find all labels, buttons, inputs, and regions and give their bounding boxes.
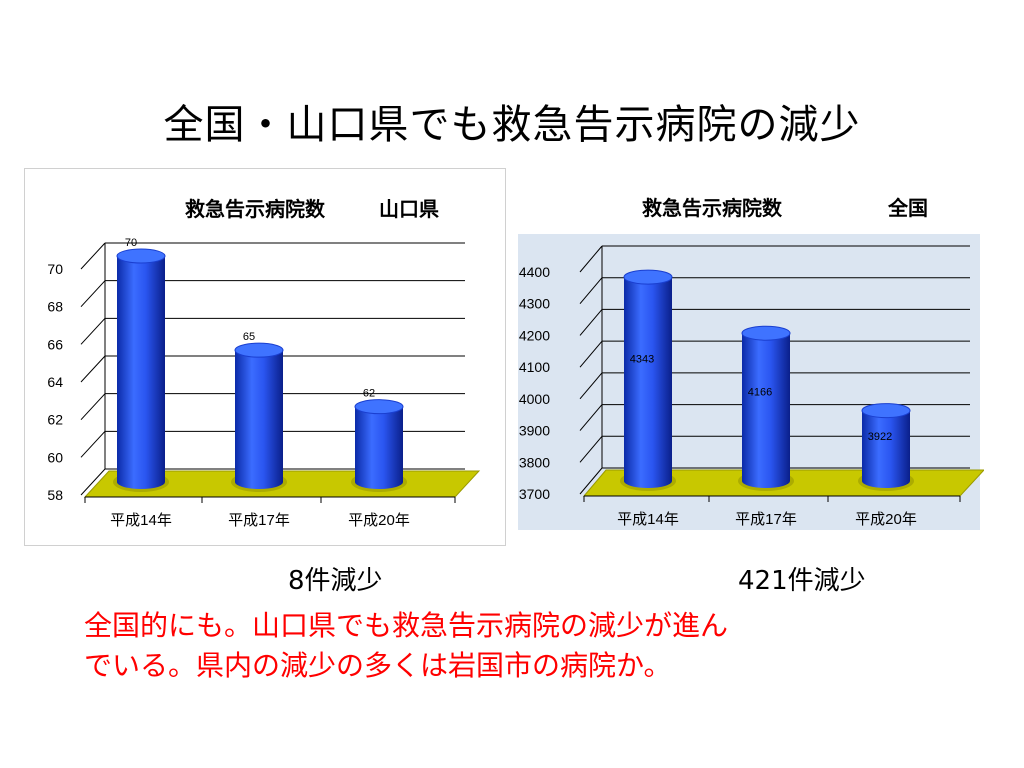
y-tick-label: 4100 — [519, 359, 550, 375]
caption-left: 8件減少 — [288, 566, 383, 596]
bar-top — [116, 248, 166, 264]
y-tick-label: 3900 — [519, 423, 550, 439]
bar — [235, 350, 283, 489]
y-tick-label: 4200 — [519, 327, 550, 343]
bar-top — [234, 342, 284, 358]
gridline-side — [579, 309, 603, 336]
gridline-side — [80, 468, 106, 496]
gridline-side — [579, 245, 603, 273]
chart-yamaguchi: 救急告示病院数 山口県 58 60 62 64 66 68 70 70 平成14年 65 平成17年 62… — [24, 168, 506, 546]
chart-title: 救急告示病院数 — [642, 196, 783, 220]
y-tick-label: 58 — [47, 487, 63, 503]
chart-subtitle: 山口県 — [379, 198, 439, 221]
bar — [117, 256, 165, 489]
chart-yamaguchi-svg: 救急告示病院数 山口県 58 60 62 64 66 68 70 70 平成14年 65 平成17年 62… — [47, 197, 481, 529]
chart-subtitle: 全国 — [887, 196, 928, 220]
y-tick-label: 3800 — [519, 454, 550, 470]
x-tick-label: 平成17年 — [735, 511, 797, 528]
y-tick-label: 66 — [47, 336, 63, 352]
gridline-side — [579, 467, 603, 495]
bar — [355, 406, 403, 489]
bar-top — [623, 269, 673, 285]
gridline-side — [80, 430, 106, 458]
bar — [624, 277, 672, 488]
gridline-side — [579, 435, 603, 463]
bar-top — [861, 403, 911, 419]
caption-right: 421件減少 — [738, 566, 866, 596]
gridline-side — [579, 372, 603, 400]
data-label: 4166 — [748, 386, 772, 398]
gridline-side — [80, 280, 106, 308]
data-label: 65 — [243, 331, 255, 343]
y-tick-label: 4300 — [519, 296, 550, 312]
data-label: 3922 — [868, 431, 892, 443]
y-tick-label: 64 — [47, 374, 63, 390]
slide-title: 全国・山口県でも救急告示病院の減少 — [163, 102, 861, 148]
data-label: 62 — [363, 388, 375, 400]
data-label: 70 — [125, 237, 137, 249]
summary-note-line2: でいる。県内の減少の多くは岩国市の病院か。 — [84, 649, 672, 682]
summary-note-line1: 全国的にも。山口県でも救急告示病院の減少が進ん — [84, 609, 729, 642]
gridline-side — [80, 242, 106, 270]
gridline-side — [80, 317, 106, 345]
bar — [862, 410, 910, 488]
gridline-side — [80, 393, 106, 421]
gridline-side — [579, 277, 603, 305]
y-tick-label: 4400 — [519, 264, 550, 280]
gridline-side — [80, 355, 106, 383]
y-tick-label: 3700 — [519, 486, 550, 502]
bar-top — [741, 325, 791, 341]
y-tick-label: 62 — [47, 412, 63, 428]
x-tick-label: 平成14年 — [617, 511, 679, 528]
bar — [742, 333, 790, 488]
chart-national: 救急告示病院数 全国 3700 3800 3900 4000 4100 4200 4300 440… — [514, 168, 986, 544]
summary-note: 全国的にも。山口県でも救急告示病院の減少が進ん でいる。県内の減少の多くは岩国市… — [84, 606, 964, 686]
x-tick-label: 平成20年 — [348, 512, 410, 529]
chart-national-svg: 救急告示病院数 全国 3700 3800 3900 4000 4100 4200 4300 440… — [518, 196, 986, 530]
bar-top — [354, 399, 404, 415]
x-tick-label: 平成20年 — [855, 511, 917, 528]
data-label: 4343 — [630, 354, 654, 366]
gridline-side — [579, 404, 603, 431]
gridline-side — [579, 340, 603, 368]
x-tick-label: 平成17年 — [228, 512, 290, 529]
y-tick-label: 70 — [47, 261, 63, 277]
chart-title: 救急告示病院数 — [185, 197, 326, 221]
y-tick-label: 60 — [47, 449, 63, 465]
y-tick-label: 4000 — [519, 391, 550, 407]
x-tick-label: 平成14年 — [110, 512, 172, 529]
y-tick-label: 68 — [47, 299, 63, 315]
